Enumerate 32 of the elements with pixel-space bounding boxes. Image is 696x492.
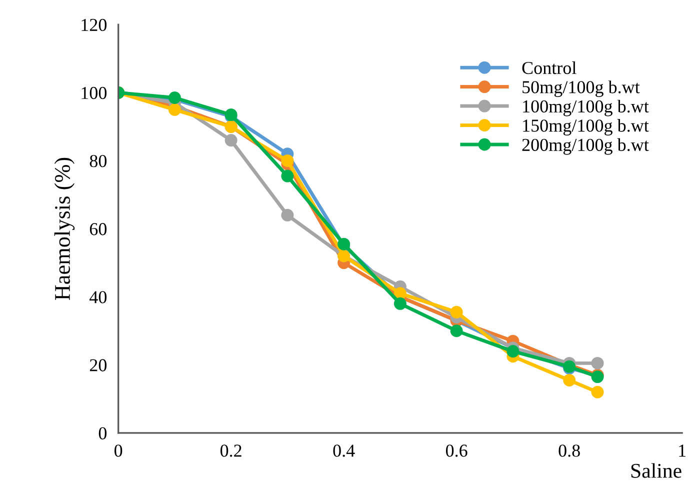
legend-label: 150mg/100g b.wt [523, 119, 649, 136]
point [281, 170, 294, 182]
x-tick-label: 0.6 [446, 444, 468, 457]
legend-label: 200mg/100g b.wt [522, 138, 649, 155]
point [394, 297, 406, 310]
point [450, 324, 463, 338]
y-tick-label: 60 [90, 223, 107, 236]
point [591, 356, 604, 370]
point [591, 386, 604, 398]
y-tick-label: 40 [90, 291, 107, 304]
point [450, 306, 463, 318]
point [563, 374, 576, 386]
y-tick-label: 0 [98, 427, 107, 440]
y-axis-title: Haemolysis (%) [54, 158, 75, 300]
y-tick-label: 80 [90, 154, 107, 168]
y-tick-label: 100 [82, 86, 107, 100]
point [168, 103, 181, 116]
x-tick-label: 0.8 [558, 444, 580, 457]
x-tick-label: 0.4 [333, 444, 355, 457]
point [506, 345, 520, 358]
x-tick-label: 1 [679, 444, 686, 457]
x-axis-title: Saline [631, 463, 682, 478]
x-tick-label: 0 [114, 444, 122, 457]
y-tick-label: 20 [90, 359, 107, 372]
legend-label: 50mg/100g b.wt [522, 80, 640, 97]
point [281, 154, 294, 167]
point [224, 134, 238, 147]
legend-label: Control [522, 61, 576, 74]
legend-label: 100mg/100g b.wt [523, 100, 649, 116]
point [281, 208, 294, 222]
x-tick-label: 0.2 [220, 444, 242, 457]
y-tick-label: 120 [82, 18, 107, 32]
